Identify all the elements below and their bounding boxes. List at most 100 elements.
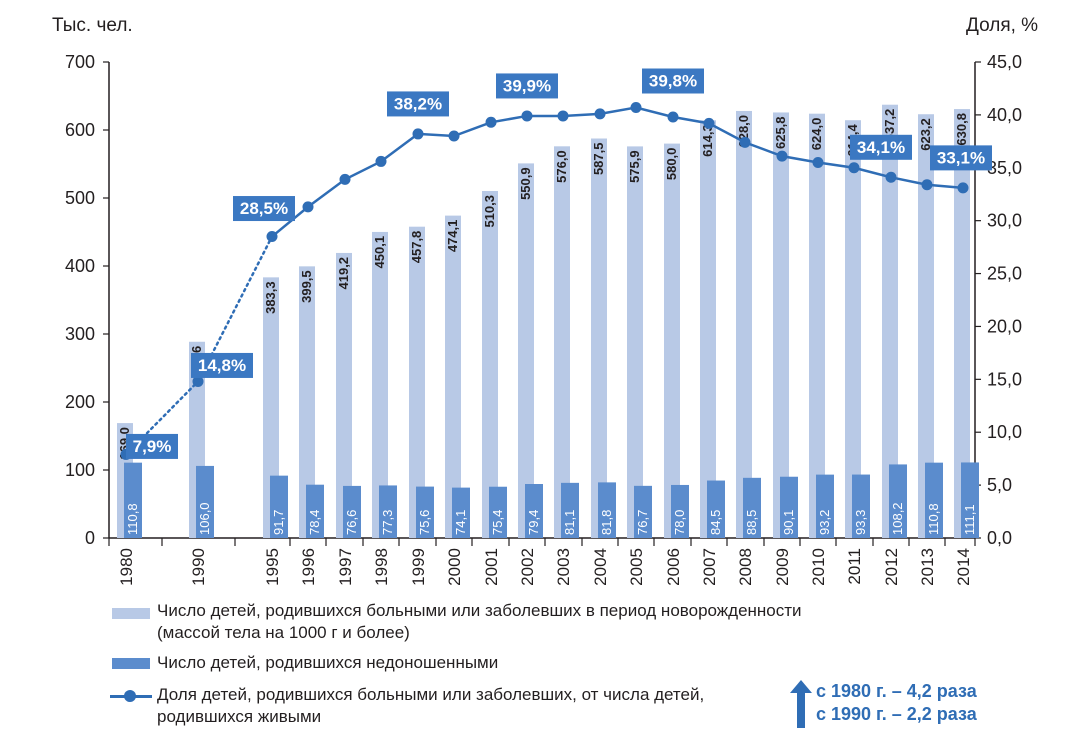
callout-label: 34,1% xyxy=(857,138,905,157)
share-marker xyxy=(848,162,860,174)
bar-label-sick-newborns: 614,3 xyxy=(700,124,715,157)
legend-swatch-marker xyxy=(124,690,136,702)
bar-label-premature: 76,7 xyxy=(635,510,650,535)
right-axis-tick-label: 35,0 xyxy=(987,158,1022,178)
left-axis-tick-label: 500 xyxy=(65,188,95,208)
bar-sick-newborns xyxy=(591,138,607,538)
bar-premature xyxy=(306,484,324,538)
bar-label-premature: 74,1 xyxy=(453,510,468,535)
bar-premature xyxy=(780,476,798,538)
bar-label-premature: 78,4 xyxy=(307,510,322,535)
bar-premature xyxy=(124,462,142,538)
bar-label-premature: 93,3 xyxy=(853,510,868,535)
callout-label: 28,5% xyxy=(240,199,288,218)
bar-label-premature: 110,8 xyxy=(125,503,140,535)
bar-sick-newborns xyxy=(299,266,315,538)
x-axis-tick-label: 2013 xyxy=(918,548,937,586)
bar-premature xyxy=(416,486,434,538)
left-axis-tick-label: 700 xyxy=(65,52,95,72)
legend-label-line1: Число детей, родившихся больными или заб… xyxy=(157,601,802,620)
bar-sick-newborns xyxy=(445,215,461,538)
x-axis-tick-label: 2007 xyxy=(700,548,719,586)
bar-label-sick-newborns: 419,2 xyxy=(336,257,351,290)
bar-label-sick-newborns: 580,0 xyxy=(664,148,679,181)
bar-sick-newborns xyxy=(773,112,789,539)
share-marker xyxy=(703,117,715,129)
right-axis-tick-label: 10,0 xyxy=(987,422,1022,442)
callout-label: 14,8% xyxy=(198,356,246,375)
bar-premature xyxy=(561,482,579,538)
bar-premature xyxy=(961,462,979,538)
bar-sick-newborns xyxy=(372,231,388,538)
share-marker xyxy=(485,116,497,128)
share-marker xyxy=(375,155,387,167)
callout-label: 38,2% xyxy=(394,94,442,113)
share-marker xyxy=(192,375,204,387)
bar-label-sick-newborns: 587,5 xyxy=(591,143,606,176)
bar-label-premature: 77,3 xyxy=(380,510,395,535)
share-marker xyxy=(594,108,606,120)
legend-label-line1: Доля детей, родившихся больными или забо… xyxy=(157,685,705,704)
share-marker xyxy=(302,201,314,213)
left-axis-title: Тыс. чел. xyxy=(52,15,133,36)
bar-sick-newborns xyxy=(700,120,716,538)
bar-label-sick-newborns: 550,9 xyxy=(518,167,533,200)
bar-label-premature: 78,0 xyxy=(672,510,687,535)
bar-sick-newborns xyxy=(627,146,643,538)
bar-premature xyxy=(270,475,288,538)
share-marker xyxy=(412,128,424,140)
bar-premature xyxy=(889,464,907,538)
x-axis-tick-label: 1999 xyxy=(409,548,428,586)
bar-premature xyxy=(525,484,543,538)
x-axis-tick-label: 2000 xyxy=(445,548,464,586)
bar-label-premature: 90,1 xyxy=(781,510,796,535)
share-marker xyxy=(885,171,897,183)
share-line xyxy=(271,106,964,238)
callout-label: 39,9% xyxy=(503,76,551,95)
bar-sick-newborns xyxy=(809,113,825,539)
bar-sick-newborns xyxy=(482,190,498,538)
bar-sick-newborns xyxy=(918,114,934,538)
bar-premature xyxy=(707,480,725,538)
x-axis-tick-label: 1990 xyxy=(189,548,208,586)
up-arrow-icon xyxy=(790,680,812,728)
bar-label-premature: 75,6 xyxy=(417,510,432,535)
growth-note-line1: с 1980 г. – 4,2 раза xyxy=(816,681,977,701)
share-marker xyxy=(521,110,533,122)
share-marker xyxy=(921,179,933,191)
callout-box xyxy=(850,134,912,160)
bar-label-premature: 84,5 xyxy=(708,510,723,535)
x-axis-tick-label: 2014 xyxy=(954,548,973,586)
legend-label-share: Доля детей, родившихся больными или забо… xyxy=(157,684,704,728)
bar-label-premature: 110,8 xyxy=(926,503,941,535)
bar-sick-newborns xyxy=(409,226,425,539)
bar-label-sick-newborns: 474,1 xyxy=(445,220,460,253)
bar-sick-newborns xyxy=(518,163,534,538)
legend-swatch-dark-bar xyxy=(112,658,150,669)
bar-label-premature: 111,1 xyxy=(962,504,977,535)
callout-box xyxy=(930,145,992,171)
bar-label-premature: 75,4 xyxy=(490,510,505,535)
callout-box xyxy=(126,433,178,459)
bar-label-premature: 91,7 xyxy=(271,510,286,535)
left-axis-tick-label: 100 xyxy=(65,460,95,480)
right-axis-title: Доля, % xyxy=(966,15,1039,36)
bar-sick-newborns xyxy=(263,277,279,538)
callout-box xyxy=(496,73,558,99)
right-axis-tick-label: 40,0 xyxy=(987,105,1022,125)
bar-label-premature: 79,4 xyxy=(526,510,541,535)
legend-label-line2: (массой тела на 1000 г и более) xyxy=(157,623,410,642)
bar-sick-newborns xyxy=(845,120,861,538)
bar-label-premature: 93,2 xyxy=(817,510,832,535)
callout-label: 7,9% xyxy=(133,437,172,456)
bar-label-sick-newborns: 383,3 xyxy=(263,281,278,314)
bar-premature xyxy=(452,487,470,538)
share-marker xyxy=(339,173,351,185)
right-axis-tick-label: 15,0 xyxy=(987,369,1022,389)
bar-sick-newborns xyxy=(554,146,570,538)
bar-label-sick-newborns: 510,3 xyxy=(482,195,497,228)
x-axis-tick-label: 2001 xyxy=(482,548,501,586)
growth-note: с 1980 г. – 4,2 раза с 1990 г. – 2,2 раз… xyxy=(790,680,1010,730)
bar-label-sick-newborns: 625,8 xyxy=(773,116,788,149)
bar-label-sick-newborns: 637,2 xyxy=(882,109,897,142)
